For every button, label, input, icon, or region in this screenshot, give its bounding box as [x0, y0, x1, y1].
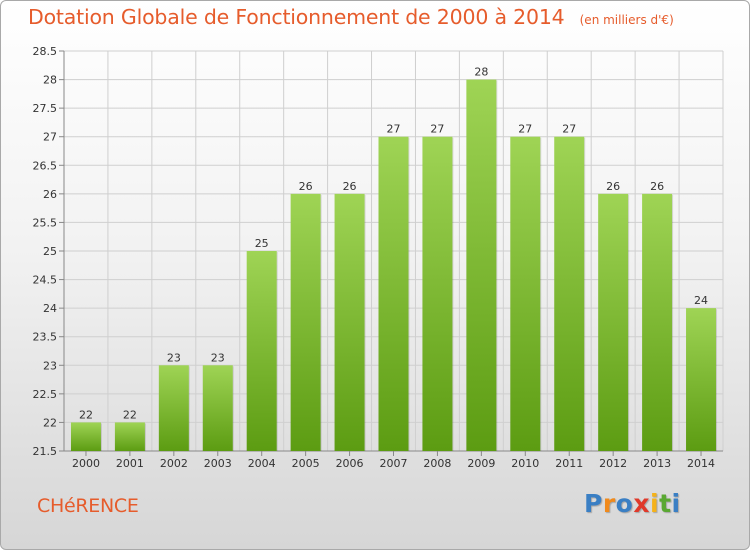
x-tick-label: 2005 — [292, 457, 320, 470]
x-tick-label: 2013 — [643, 457, 671, 470]
data-label: 27 — [562, 123, 576, 136]
y-tick-label: 26 — [43, 188, 57, 201]
data-label: 25 — [255, 237, 269, 250]
y-tick-label: 25 — [43, 245, 57, 258]
y-tick-label: 25.5 — [33, 216, 58, 229]
y-tick-label: 24 — [43, 302, 57, 315]
data-label: 26 — [299, 180, 313, 193]
x-tick-label: 2004 — [248, 457, 276, 470]
data-label: 23 — [167, 351, 181, 364]
bar-2007 — [378, 136, 409, 451]
proxiti-logo[interactable]: Proxiti — [584, 489, 681, 518]
data-label: 27 — [387, 123, 401, 136]
labels: 22 2000 22 2001 23 2002 23 2003 25 2004 26 2005 26 20… — [72, 66, 715, 470]
data-label: 22 — [79, 408, 93, 421]
y-tick-label: 21.5 — [33, 445, 58, 458]
y-tick-label: 27.5 — [33, 102, 58, 115]
y-tick-label: 22 — [43, 416, 57, 429]
x-tick-label: 2006 — [336, 457, 364, 470]
x-tick-label: 2014 — [687, 457, 715, 470]
bars — [70, 79, 718, 452]
bar-2012 — [598, 193, 629, 451]
y-tick-label: 27 — [43, 131, 57, 144]
x-tick-label: 2010 — [511, 457, 539, 470]
y-tick-label: 23.5 — [33, 331, 58, 344]
x-tick-label: 2003 — [204, 457, 232, 470]
data-label: 26 — [650, 180, 664, 193]
data-label: 24 — [694, 294, 708, 307]
y-tick-label: 24.5 — [33, 274, 58, 287]
x-tick-label: 2011 — [555, 457, 583, 470]
bar-2013 — [642, 193, 673, 451]
data-label: 23 — [211, 351, 225, 364]
y-tick-label: 28.5 — [33, 45, 58, 58]
bar-2004 — [246, 251, 277, 451]
data-label: 27 — [518, 123, 532, 136]
x-tick-label: 2012 — [599, 457, 627, 470]
y-tick-label: 23 — [43, 359, 57, 372]
x-tick-label: 2008 — [423, 457, 451, 470]
x-tick-label: 2009 — [467, 457, 495, 470]
commune-name: CHéRENCE — [37, 495, 139, 517]
bar-2006 — [334, 193, 365, 451]
y-tick-label: 22.5 — [33, 388, 58, 401]
x-tick-label: 2002 — [160, 457, 188, 470]
chart-subtitle: (en milliers d'€) — [579, 13, 674, 27]
data-label: 28 — [474, 66, 488, 79]
chart-title: Dotation Globale de Fonctionnement de 20… — [28, 5, 565, 29]
bar-2005 — [290, 193, 321, 451]
x-tick-label: 2000 — [72, 457, 100, 470]
bar-2002 — [158, 365, 189, 451]
data-label: 22 — [123, 408, 137, 421]
y-tick-label: 26.5 — [33, 159, 58, 172]
x-tick-label: 2007 — [380, 457, 408, 470]
data-label: 26 — [606, 180, 620, 193]
bar-2011 — [554, 136, 585, 451]
title-row: Dotation Globale de Fonctionnement de 20… — [28, 5, 674, 29]
bar-2001 — [114, 422, 145, 451]
y-tick-label: 28 — [43, 74, 57, 87]
bar-2009 — [466, 79, 497, 452]
data-label: 26 — [343, 180, 357, 193]
bar-2003 — [202, 365, 233, 451]
bar-2008 — [422, 136, 453, 451]
bar-2010 — [510, 136, 541, 451]
x-tick-label: 2001 — [116, 457, 144, 470]
bar-2014 — [686, 308, 717, 451]
bar-2000 — [70, 422, 101, 451]
data-label: 27 — [430, 123, 444, 136]
